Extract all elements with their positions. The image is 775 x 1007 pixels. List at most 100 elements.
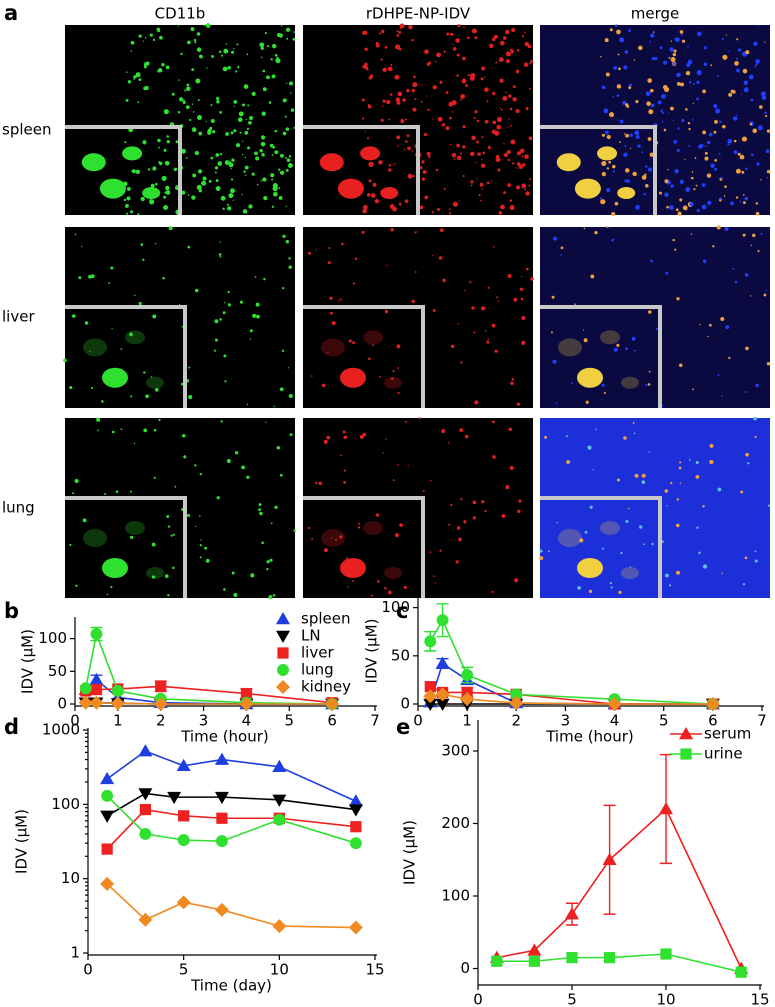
speckle [495, 157, 501, 163]
speckle [484, 509, 487, 513]
speckle [250, 573, 255, 578]
legend-label: liver [301, 644, 334, 662]
speckle [288, 265, 292, 269]
speckle [525, 107, 529, 111]
series-line [106, 883, 356, 929]
speckle [274, 150, 279, 155]
speckle [266, 75, 270, 80]
speckle [492, 420, 495, 424]
speckle [688, 144, 690, 147]
speckle [499, 107, 502, 109]
speckle [364, 130, 367, 132]
speckle [628, 83, 632, 87]
speckle [372, 344, 374, 347]
speckle [428, 155, 431, 158]
speckle [676, 498, 680, 501]
speckle [462, 174, 465, 177]
marker [435, 656, 450, 669]
speckle [650, 88, 654, 93]
speckle [261, 153, 265, 157]
marker [660, 948, 672, 960]
speckle [124, 204, 129, 208]
speckle [259, 511, 263, 516]
speckle [451, 152, 457, 158]
micrograph [540, 225, 771, 408]
speckle [308, 251, 312, 255]
speckle [380, 58, 383, 61]
speckle [199, 544, 202, 547]
speckle [246, 403, 249, 406]
speckle [189, 118, 192, 122]
speckle [378, 160, 383, 165]
panel-label: d [4, 715, 19, 739]
speckle [438, 256, 443, 260]
speckle [434, 60, 437, 63]
speckle [237, 117, 243, 123]
speckle [382, 99, 386, 103]
speckle [411, 149, 414, 152]
speckle [379, 375, 381, 378]
speckle [387, 590, 392, 595]
speckle [396, 34, 400, 37]
speckle [704, 145, 707, 148]
speckle [171, 92, 175, 96]
speckle [763, 293, 767, 297]
marker [602, 852, 617, 865]
speckle [723, 195, 726, 197]
speckle [471, 306, 475, 310]
speckle [745, 167, 748, 171]
speckle [263, 277, 266, 281]
speckle [206, 67, 208, 69]
speckle [427, 108, 430, 111]
speckle [481, 159, 483, 161]
speckle [675, 37, 680, 42]
speckle [244, 156, 247, 159]
speckle [347, 586, 349, 588]
speckle [271, 154, 274, 156]
speckle [687, 59, 693, 65]
y-axis-label: IDV (µM) [13, 809, 31, 874]
speckle [702, 89, 707, 94]
y-tick-label: 50 [48, 662, 67, 680]
speckle [615, 24, 618, 27]
speckle [270, 173, 275, 178]
speckle [147, 168, 151, 171]
panel-label: b [4, 599, 19, 623]
speckle [499, 40, 505, 46]
speckle [749, 123, 753, 126]
speckle [688, 459, 691, 461]
speckle [185, 157, 188, 159]
speckle [167, 525, 171, 528]
speckle [108, 282, 111, 284]
speckle [230, 131, 234, 135]
speckle [323, 439, 328, 444]
speckle [153, 428, 157, 432]
speckle [507, 126, 509, 128]
speckle [230, 167, 232, 170]
speckle [184, 89, 187, 92]
speckle [159, 35, 163, 40]
speckle [634, 473, 639, 478]
speckle [520, 297, 524, 301]
speckle [528, 136, 533, 141]
legend-marker [277, 647, 289, 659]
speckle [657, 100, 662, 105]
speckle [368, 357, 371, 361]
speckle [745, 346, 749, 351]
speckle [278, 33, 284, 38]
speckle [614, 201, 619, 206]
speckle [696, 208, 700, 213]
speckle [490, 180, 493, 182]
speckle [430, 479, 432, 482]
speckle [216, 100, 220, 104]
speckle [183, 455, 187, 459]
marker [565, 907, 579, 920]
image-background [65, 418, 295, 598]
x-tick-label: 5 [659, 712, 669, 730]
speckle [195, 78, 201, 84]
speckle [163, 205, 169, 210]
speckle [126, 71, 128, 73]
speckle [274, 54, 278, 57]
speckle [681, 118, 685, 123]
speckle [204, 546, 208, 550]
